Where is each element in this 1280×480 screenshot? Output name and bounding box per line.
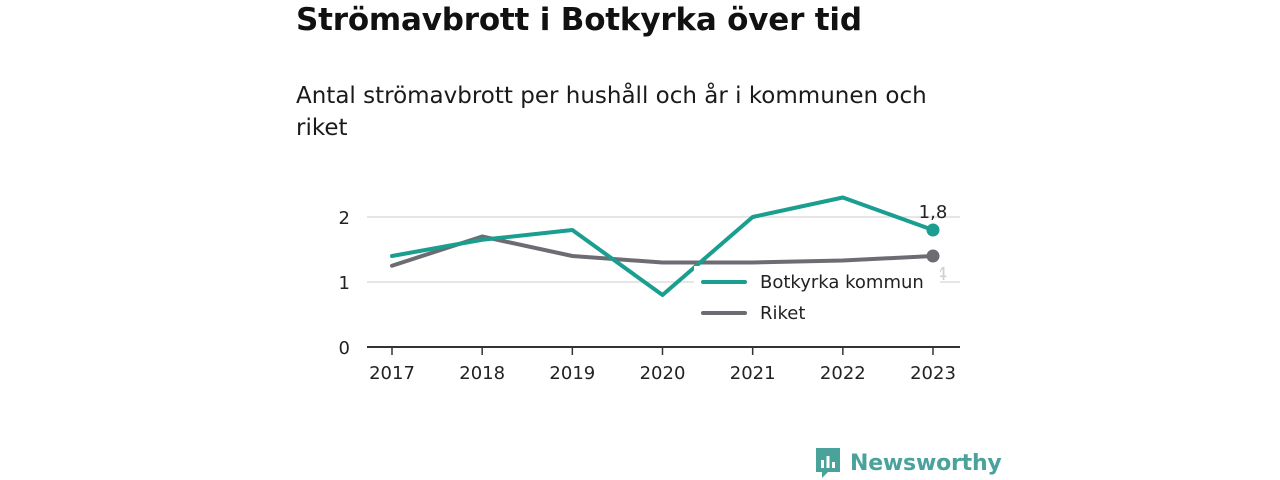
x-tick-label-2019: 2019 [549, 363, 595, 384]
series-endpoint-riket [926, 249, 940, 263]
newsworthy-brand: Newsworthy [814, 446, 1002, 480]
x-tick-label-2021: 2021 [730, 363, 776, 384]
x-ticks: 2017 2018 2019 2020 2021 2022 2023 [369, 347, 956, 384]
newsworthy-logo-icon [816, 448, 840, 478]
end-label-botkyrka: 1,8 [919, 202, 948, 223]
x-tick-label-2023: 2023 [910, 363, 956, 384]
series-line-botkyrka [390, 195, 935, 297]
x-tick-label-2018: 2018 [459, 363, 505, 384]
brand-name: Newsworthy [850, 450, 1002, 476]
legend: Botkyrka kommun Riket [694, 266, 940, 332]
y-tick-labels: 0 1 2 [339, 208, 350, 359]
chart-subtitle: Antal strömavbrott per hushåll och år i … [296, 83, 927, 141]
x-tick-label-2022: 2022 [820, 363, 866, 384]
series-line-riket [390, 234, 935, 268]
series-lines [390, 195, 940, 297]
y-tick-label-2: 2 [339, 208, 350, 229]
legend-label-botkyrka: Botkyrka kommun [760, 272, 924, 293]
y-tick-label-1: 1 [339, 273, 350, 294]
legend-background [694, 266, 940, 332]
y-tick-label-0: 0 [339, 338, 350, 359]
chart-title: Strömavbrott i Botkyrka över tid [296, 2, 862, 38]
x-tick-label-2017: 2017 [369, 363, 415, 384]
series-endpoint-botkyrka [926, 223, 940, 237]
x-tick-label-2020: 2020 [640, 363, 686, 384]
legend-label-riket: Riket [760, 303, 805, 324]
